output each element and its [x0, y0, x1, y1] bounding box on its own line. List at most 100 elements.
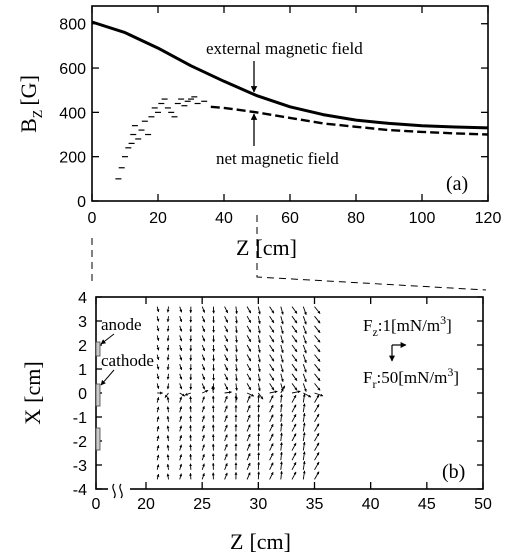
legend-fr-end: ]	[453, 368, 459, 387]
force-vector	[166, 354, 170, 361]
force-vector	[189, 396, 193, 403]
force-vector	[235, 325, 238, 334]
anode-arrow	[100, 333, 115, 345]
force-vector	[156, 373, 160, 380]
panel-b-ytick-label: -3	[73, 458, 87, 475]
force-vector	[257, 354, 261, 363]
legend-fr-sub: r	[372, 377, 376, 391]
force-vector	[224, 453, 228, 461]
force-vector	[314, 404, 320, 413]
force-vector	[179, 406, 183, 413]
panel-b-ylabel: X [cm]	[20, 361, 45, 424]
force-vector	[269, 354, 275, 362]
panel-b: 0 20 25 30 35 40 45 50 4 3 2 1 0 -1 -2 -3 -4 anode catho…	[20, 290, 492, 554]
force-vector	[201, 364, 206, 371]
anode-electrode	[95, 341, 101, 357]
panel-b-xtick-label: 40	[362, 496, 380, 513]
panel-a-frame	[91, 5, 489, 202]
force-vector	[269, 423, 274, 432]
force-vector	[257, 344, 261, 353]
panel-b-xtick-label: 45	[418, 496, 436, 513]
force-vector	[156, 416, 160, 422]
force-vector	[246, 443, 251, 451]
force-vector	[291, 306, 298, 314]
force-vector	[179, 473, 183, 480]
panel-a-xtick-label: 80	[347, 210, 365, 227]
panel-a-ticks: 0 20 40 60 80 100 120 0 200 400 600 800	[59, 6, 501, 227]
force-vector	[314, 471, 320, 480]
force-vector	[279, 403, 283, 413]
force-vector	[156, 354, 160, 361]
panel-b-ytick-label: -4	[73, 482, 87, 499]
force-vector	[201, 306, 206, 313]
force-vector	[201, 453, 205, 461]
panel-a-xlabel: Z [cm]	[236, 235, 297, 260]
force-vector	[257, 461, 261, 470]
force-vector	[280, 335, 284, 344]
force-vector	[302, 316, 307, 325]
force-vector	[189, 405, 193, 413]
force-vector	[291, 344, 298, 353]
legend-fr-sup: 3	[447, 365, 453, 379]
force-vector	[291, 390, 301, 394]
force-vector	[166, 444, 170, 451]
force-vector	[166, 335, 170, 342]
force-vector	[280, 306, 284, 315]
force-vector	[314, 354, 321, 362]
force-vector	[279, 432, 283, 442]
force-vector	[201, 396, 205, 403]
force-vector	[179, 392, 186, 397]
force-vector	[269, 462, 274, 470]
force-vector	[166, 306, 170, 313]
force-vector	[269, 335, 275, 343]
force-vector	[257, 383, 261, 392]
force-vector	[166, 344, 170, 351]
force-vector	[224, 424, 228, 432]
force-vector	[302, 403, 306, 413]
force-vector	[201, 473, 205, 480]
force-vector	[302, 441, 306, 451]
force-vector	[280, 325, 284, 334]
force-vector	[291, 433, 297, 442]
panel-b-xlabel-main: Z	[230, 529, 243, 554]
force-vector	[224, 434, 228, 442]
force-vector	[314, 413, 320, 423]
force-vector	[156, 364, 160, 370]
force-vector	[164, 392, 169, 398]
force-vector	[179, 425, 183, 432]
panel-a-xtick-label: 100	[409, 210, 436, 227]
force-vector	[184, 392, 192, 396]
cathode-electrode	[95, 383, 101, 407]
force-vector	[166, 425, 170, 432]
force-vector	[224, 335, 229, 342]
force-vector	[257, 373, 261, 382]
force-vector	[179, 306, 183, 313]
force-vector	[224, 306, 229, 314]
panel-a-ytick-label: 200	[59, 150, 86, 167]
force-vector	[179, 325, 183, 332]
force-vector	[235, 373, 238, 382]
panel-b-xtick-label: 35	[306, 496, 324, 513]
force-vector	[156, 306, 160, 313]
force-vector	[179, 463, 183, 470]
force-vector	[280, 364, 284, 373]
force-vector	[303, 392, 312, 398]
panel-a-ytick-label: 800	[59, 17, 86, 34]
force-vector	[179, 364, 183, 371]
panel-b-xtick-label: 25	[193, 496, 211, 513]
panel-b-ytick-label: 4	[78, 290, 87, 307]
force-vector	[179, 383, 183, 390]
panel-a-xtick-label: 40	[215, 210, 233, 227]
force-vector	[302, 354, 307, 364]
force-vector	[257, 471, 261, 480]
force-vector	[179, 434, 183, 442]
force-vector	[201, 344, 206, 352]
legend-fz-sup: 3	[440, 313, 446, 327]
force-vector	[257, 335, 261, 344]
force-vector	[291, 442, 297, 451]
panel-a-xlabel-unit: [cm]	[255, 235, 297, 260]
panel-a-ylabel-main: B	[16, 118, 41, 133]
force-vector	[314, 461, 320, 471]
force-vector	[156, 454, 160, 461]
electrode-lower	[95, 427, 101, 451]
